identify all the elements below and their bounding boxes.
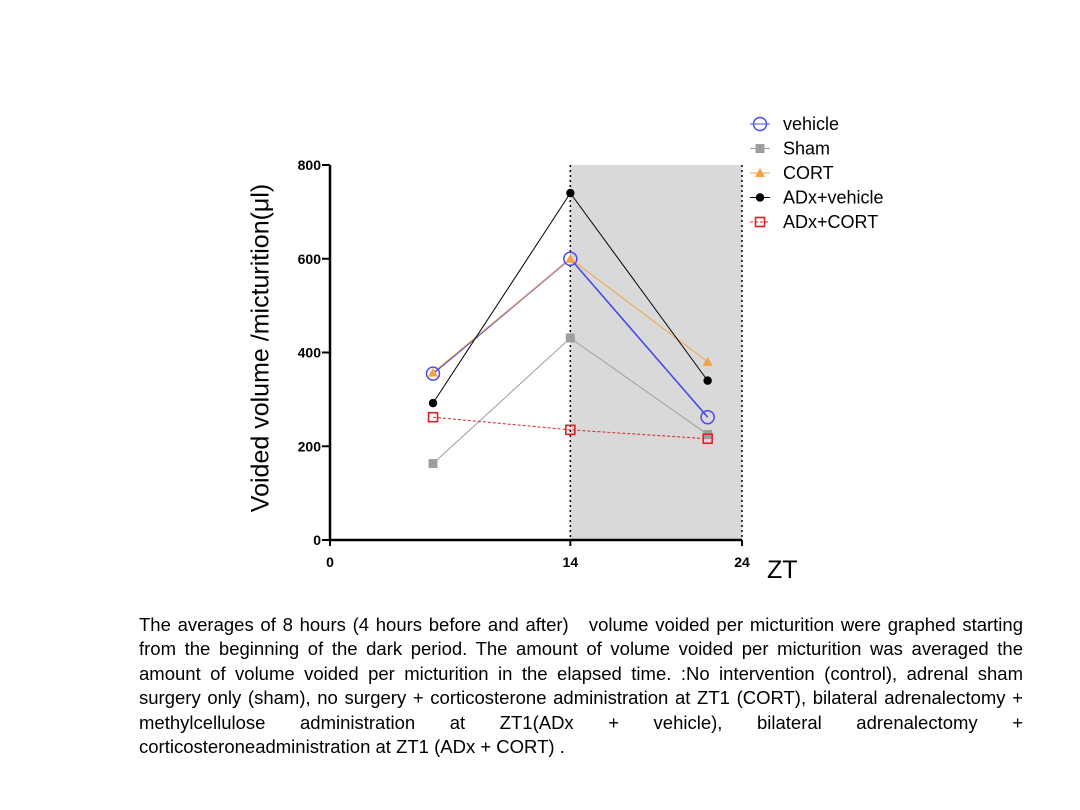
legend-label-vehicle: vehicle bbox=[783, 114, 839, 134]
legend-label-cort: CORT bbox=[783, 163, 834, 183]
data-point-vehicle bbox=[563, 251, 578, 266]
y-tick-label: 200 bbox=[298, 438, 322, 454]
data-point-adx-cort bbox=[702, 433, 713, 445]
legend-label-adx-cort: ADx+CORT bbox=[783, 212, 878, 232]
legend-marker-adx-vehicle bbox=[755, 193, 765, 202]
legend-marker-sham bbox=[755, 144, 765, 153]
legend-label-adx-vehicle: ADx+vehicle bbox=[783, 188, 884, 208]
dark-period-shading bbox=[569, 165, 743, 540]
y-tick-label: 400 bbox=[298, 345, 322, 361]
chart: 0 200 400 600 800 0 14 24 vehicle Sham CORT ADx+ve… bbox=[247, 114, 884, 584]
data-point-adx-vehicle bbox=[566, 188, 575, 198]
y-axis-label: Voided volume /micturition(μl) bbox=[247, 184, 275, 512]
data-point-vehicle bbox=[425, 366, 441, 381]
x-axis-label: ZT bbox=[767, 556, 798, 584]
data-point-vehicle bbox=[700, 409, 715, 425]
x-tick-label: 24 bbox=[734, 554, 750, 570]
series-line-adx-cort bbox=[432, 416, 708, 440]
data-point-adx-vehicle bbox=[428, 398, 438, 408]
legend-marker-adx-cort bbox=[754, 216, 766, 228]
data-point-cort bbox=[565, 253, 576, 263]
legend: vehicle Sham CORT ADx+vehicle ADx+CORT bbox=[750, 114, 884, 232]
y-tick-label: 0 bbox=[313, 532, 321, 548]
x-tick-label: 0 bbox=[326, 554, 334, 570]
legend-label-sham: Sham bbox=[783, 139, 830, 159]
y-tick-label: 800 bbox=[298, 157, 322, 173]
data-point-sham bbox=[428, 459, 438, 469]
axes: 0 200 400 600 800 0 14 24 bbox=[298, 157, 750, 570]
figure-caption: The averages of 8 hours (4 hours before … bbox=[139, 614, 1023, 758]
y-tick-label: 600 bbox=[298, 251, 322, 267]
legend-marker-vehicle bbox=[752, 116, 768, 132]
data-point-sham bbox=[565, 333, 575, 343]
x-tick-label: 14 bbox=[563, 554, 579, 570]
data-series bbox=[425, 188, 715, 469]
legend-marker-cort bbox=[755, 168, 765, 177]
dark-period-band bbox=[570, 165, 742, 540]
data-point-adx-vehicle bbox=[703, 376, 712, 385]
data-point-adx-cort bbox=[565, 424, 576, 436]
data-point-adx-cort bbox=[427, 411, 439, 423]
data-point-cort bbox=[702, 356, 713, 366]
data-point-cort bbox=[428, 367, 438, 377]
